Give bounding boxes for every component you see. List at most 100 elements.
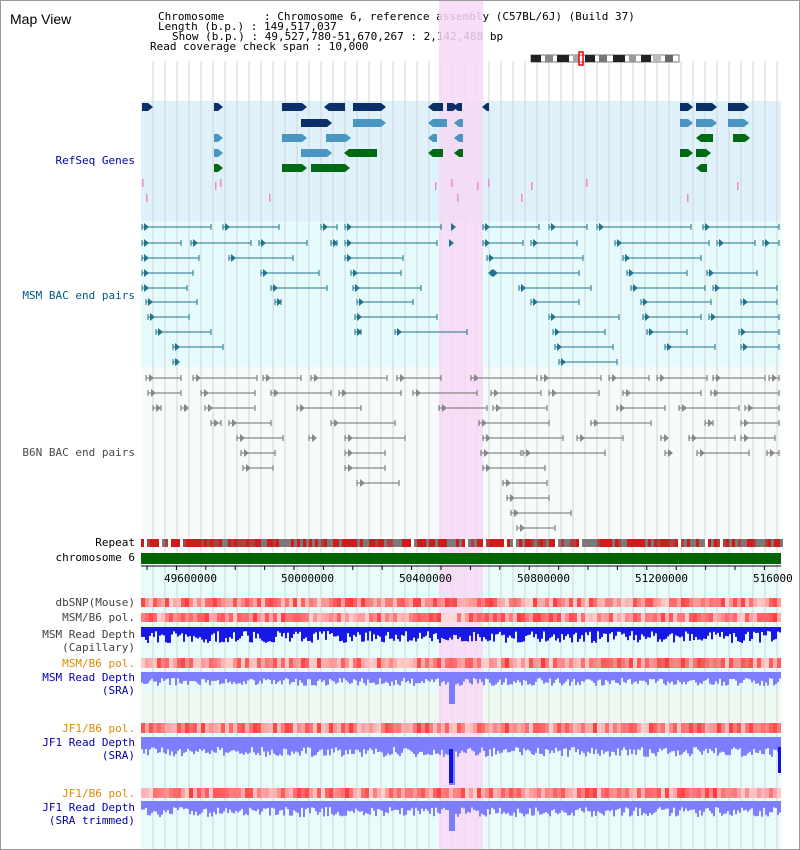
depth-bar [497, 627, 499, 634]
depth-bar [171, 801, 173, 815]
repeat-block [690, 539, 693, 547]
heat-cell [425, 598, 429, 607]
heat-cell [333, 788, 337, 798]
repeat-block [483, 539, 486, 547]
heat-cell [365, 613, 369, 622]
depth-bar [583, 672, 585, 682]
repeat-block [441, 539, 444, 547]
depth-bar [199, 801, 201, 815]
depth-bar [635, 672, 637, 682]
repeat-block [648, 539, 651, 547]
heat-cell [317, 598, 321, 607]
refseq-variant-tick [737, 182, 739, 190]
gene-strand-arrow [148, 103, 153, 111]
repeat-block [150, 539, 153, 547]
depth-bar [221, 801, 223, 814]
depth-bar [737, 737, 739, 750]
depth-bar [617, 627, 619, 632]
depth-bar [779, 737, 781, 748]
heat-cell [441, 788, 445, 798]
track-label-jf1-depth-sra-1[interactable]: JF1 Read Depth [42, 736, 135, 749]
depth-bar [713, 672, 715, 685]
heat-cell [341, 613, 345, 622]
heat-cell [525, 788, 529, 798]
track-label-msm-depth-sra-1[interactable]: MSM Read Depth [42, 671, 135, 684]
heat-cell [145, 723, 149, 733]
heat-cell [301, 723, 305, 733]
depth-bar [205, 672, 207, 683]
depth-bar [613, 737, 615, 753]
track-label-dbsnp[interactable]: dbSNP(Mouse) [55, 596, 135, 609]
track-label-b6n-bac[interactable]: B6N BAC end pairs [22, 446, 135, 459]
depth-bar [665, 627, 667, 639]
heat-cell [593, 658, 597, 668]
depth-bar [317, 801, 319, 815]
depth-bar [301, 737, 303, 751]
heat-cell [457, 658, 461, 668]
depth-bar [529, 801, 531, 809]
depth-bar [443, 737, 445, 757]
bac-end-marker [489, 254, 494, 262]
gene-strand-arrow [454, 119, 459, 127]
depth-bar [169, 672, 171, 685]
depth-bar [467, 627, 469, 642]
depth-bar [557, 737, 559, 752]
depth-bar [675, 627, 677, 636]
track-label-msm-depth-cap-1[interactable]: MSM Read Depth [42, 628, 135, 641]
depth-bar [501, 801, 503, 814]
track-label-jf1-depth-trim-1[interactable]: JF1 Read Depth [42, 801, 135, 814]
depth-bar [679, 801, 681, 811]
depth-bar [315, 737, 317, 755]
depth-bar [691, 627, 693, 635]
heat-cell [757, 658, 761, 668]
depth-bar [275, 672, 277, 685]
gene-strand-arrow [744, 103, 749, 111]
depth-bar [555, 737, 557, 748]
depth-bar [461, 737, 463, 751]
depth-bar [301, 672, 303, 683]
depth-bar [229, 737, 231, 752]
heat-cell [549, 723, 553, 733]
depth-bar [325, 672, 327, 686]
depth-bar [263, 672, 265, 679]
depth-bar [365, 672, 367, 686]
track-label-msm-b6-pol-2[interactable]: MSM/B6 pol. [62, 657, 135, 670]
axis-tick-label: 516000 [753, 572, 793, 585]
depth-bar [215, 801, 217, 815]
depth-bar [507, 627, 509, 638]
depth-bar [721, 627, 723, 632]
depth-bar [745, 737, 747, 756]
depth-bar [615, 672, 617, 683]
heat-cell [697, 598, 701, 607]
depth-bar [689, 672, 691, 681]
track-label-repeat[interactable]: Repeat [95, 536, 135, 549]
depth-bar [195, 737, 197, 751]
depth-bar [231, 627, 233, 639]
depth-bar [389, 627, 391, 639]
track-label-jf1-b6-pol-2[interactable]: JF1/B6 pol. [62, 787, 135, 800]
track-label-refseq[interactable]: RefSeq Genes [55, 154, 135, 167]
depth-bar [499, 627, 501, 632]
track-label-msm-b6-pol-1[interactable]: MSM/B6 pol. [62, 611, 135, 624]
heat-cell [709, 658, 713, 668]
heat-cell [233, 658, 237, 668]
depth-bar [391, 627, 393, 639]
track-label-jf1-b6-pol-1[interactable]: JF1/B6 pol. [62, 722, 135, 735]
gene-feature [680, 149, 688, 157]
heat-cell [437, 613, 441, 622]
bac-end-marker [770, 449, 775, 457]
heat-cell [505, 723, 509, 733]
heat-cell [693, 613, 697, 622]
depth-bar [517, 627, 519, 643]
depth-bar [637, 737, 639, 750]
heat-cell [685, 788, 689, 798]
page-title: Map View [10, 11, 72, 27]
heat-cell [705, 788, 709, 798]
depth-bar [191, 737, 193, 752]
depth-bar [437, 672, 439, 679]
depth-bar [463, 801, 465, 809]
bac-end-marker [700, 449, 705, 457]
depth-bar [625, 801, 627, 808]
track-label-msm-bac[interactable]: MSM BAC end pairs [22, 289, 135, 302]
